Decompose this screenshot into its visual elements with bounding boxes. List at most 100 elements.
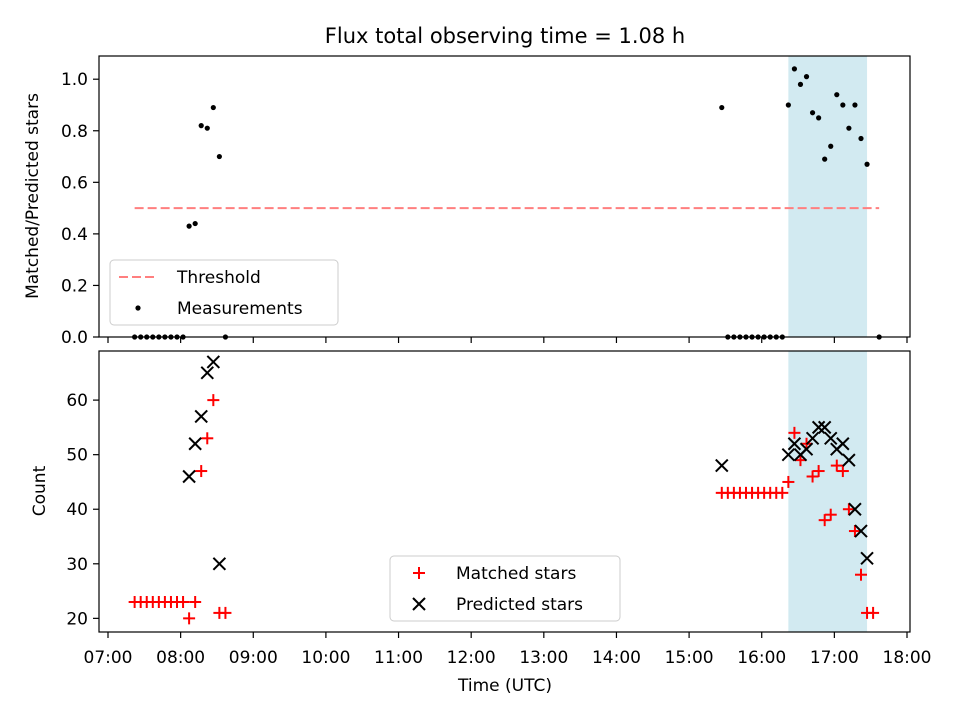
- x-tick-label: 13:00: [519, 648, 568, 668]
- bottom-y-tick-label: 40: [66, 500, 88, 520]
- matched-point: [836, 465, 849, 478]
- measurement-point: [846, 125, 852, 131]
- observing-window-span: [788, 351, 868, 632]
- x-axis-label: Time (UTC): [457, 676, 552, 696]
- predicted-point: [188, 437, 202, 451]
- legend-measurements-label: Measurements: [177, 299, 303, 319]
- legend-predicted-label: Predicted stars: [456, 595, 583, 615]
- x-tick-label: 09:00: [229, 648, 278, 668]
- x-tick-label: 18:00: [883, 648, 932, 668]
- measurement-point: [803, 74, 810, 80]
- matched-point: [867, 606, 880, 619]
- predicted-point: [182, 469, 196, 484]
- matched-point: [842, 503, 855, 516]
- bottom-x-ticks: 07:00 08:00 09:00 10:00 11:00 12:00 13:00 14:00…: [84, 632, 932, 668]
- x-tick-label: 12:00: [447, 648, 496, 668]
- measurement-point: [816, 115, 822, 121]
- top-y-tick-label: 0.8: [61, 122, 88, 142]
- bottom-panel: 07:00 08:00 09:00 10:00 11:00 12:00 13:00 14:00…: [30, 350, 932, 696]
- measurement-point: [192, 220, 198, 227]
- top-y-tick-label: 0.4: [61, 225, 88, 245]
- top-panel: 0.0 0.2 0.4 0.6 0.8 1.0 Matched/Predicted sta…: [23, 55, 911, 348]
- matched-point: [830, 459, 843, 472]
- measurement-point: [809, 110, 816, 116]
- bottom-axes-frame: [98, 350, 911, 633]
- top-y-tick-label: 0.2: [61, 276, 88, 296]
- matched-point: [195, 465, 208, 478]
- top-axes-frame: [98, 55, 911, 338]
- predicted-point: [194, 409, 208, 424]
- measurement-point: [858, 135, 864, 142]
- predicted-point: [854, 524, 868, 538]
- predicted-point: [781, 447, 796, 462]
- measurement-point: [198, 123, 204, 129]
- measurement-point: [840, 102, 846, 108]
- x-tick-label: 14:00: [592, 648, 641, 668]
- predicted-point: [799, 442, 814, 456]
- x-tick-label: 10:00: [301, 648, 350, 668]
- legend-matched-swatch: [413, 567, 425, 579]
- matched-point: [177, 595, 190, 608]
- x-tick-label: 15:00: [665, 648, 714, 668]
- bottom-y-axis-label: Count: [30, 465, 50, 516]
- predicted-point: [848, 502, 862, 516]
- top-y-tick-label: 0.0: [61, 328, 88, 348]
- observing-window-span: [788, 56, 868, 337]
- matched-point: [207, 394, 220, 407]
- predicted-point: [715, 458, 729, 473]
- matched-point: [812, 465, 825, 478]
- top-legend: Threshold Measurements: [109, 259, 339, 326]
- matched-point: [794, 454, 807, 467]
- matched-point: [818, 514, 831, 527]
- legend-measurement-swatch: [135, 305, 141, 311]
- measurement-point: [822, 156, 828, 162]
- bottom-observing-window-span: [788, 351, 868, 632]
- matched-point: [848, 525, 861, 538]
- bottom-legend: Matched stars Predicted stars: [389, 555, 621, 622]
- measurement-point: [864, 161, 870, 167]
- legend-threshold-label: Threshold: [176, 268, 261, 288]
- predicted-point: [836, 437, 850, 451]
- predicted-point: [206, 355, 221, 369]
- matched-point: [776, 486, 789, 499]
- bottom-legend-box: [389, 555, 621, 622]
- legend-predicted-swatch: [412, 597, 426, 611]
- measurement-point: [834, 92, 840, 98]
- matched-point: [201, 432, 214, 445]
- matched-point: [183, 612, 196, 625]
- predicted-point: [811, 420, 826, 435]
- top-y-axis-label: Matched/Predicted stars: [23, 93, 43, 299]
- matched-point: [824, 508, 837, 521]
- predicted-point: [860, 551, 874, 566]
- matched-point: [806, 470, 819, 483]
- measurement-point: [719, 104, 725, 111]
- count-points: [128, 355, 880, 625]
- matched-point: [854, 568, 867, 581]
- predicted-point: [212, 557, 227, 571]
- top-x-ticks: [107, 337, 908, 343]
- top-y-tick-label: 0.6: [61, 173, 88, 193]
- top-y-tick-label: 1.0: [61, 70, 88, 90]
- measurement-point: [828, 143, 834, 149]
- matched-point: [782, 475, 795, 488]
- top-legend-box: [109, 259, 339, 326]
- measurement-point: [852, 102, 858, 108]
- measurement-point: [204, 125, 210, 131]
- predicted-point: [805, 431, 820, 446]
- x-tick-label: 08:00: [156, 648, 205, 668]
- bottom-y-tick-label: 60: [66, 391, 88, 411]
- predicted-point: [842, 453, 856, 467]
- predicted-point: [787, 437, 802, 451]
- chart-title: Flux total observing time = 1.08 h: [325, 24, 685, 48]
- matched-point: [219, 606, 232, 619]
- x-tick-label: 16:00: [737, 648, 786, 668]
- bottom-y-tick-label: 20: [66, 609, 88, 629]
- bottom-y-tick-label: 50: [66, 446, 88, 466]
- legend-matched-label: Matched stars: [456, 564, 576, 584]
- predicted-point: [824, 431, 838, 446]
- measurement-point: [791, 66, 798, 72]
- top-y-ticks: 0.0 0.2 0.4 0.6 0.8 1.0: [61, 70, 99, 348]
- x-tick-label: 17:00: [810, 648, 859, 668]
- bottom-y-tick-label: 30: [66, 555, 88, 575]
